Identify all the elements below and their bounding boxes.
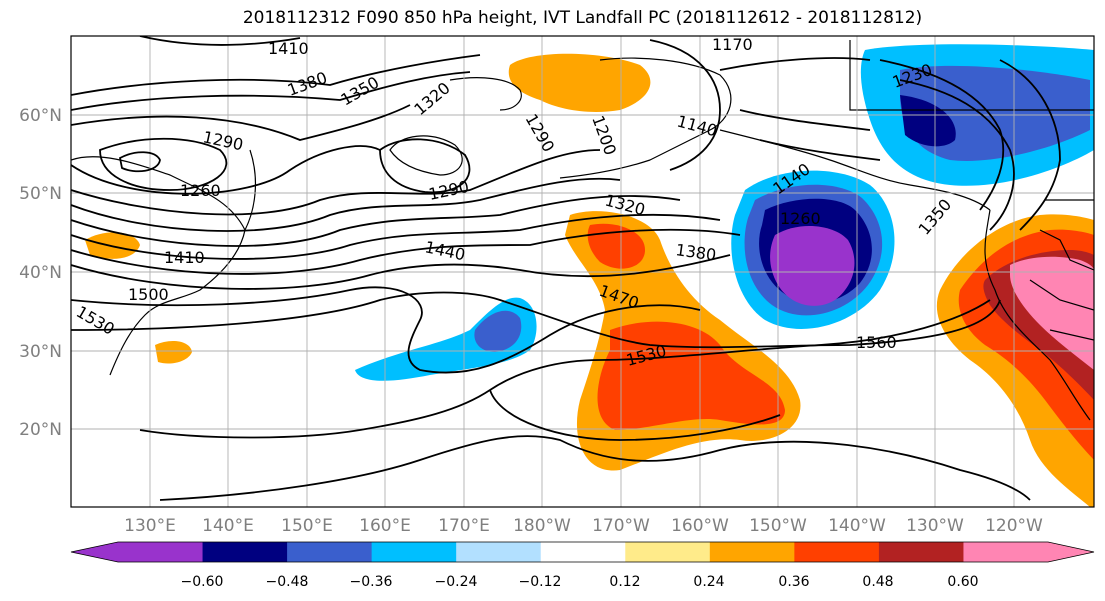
colorbar-tick-label: 0.60	[947, 574, 978, 590]
contour-label: 1320	[410, 78, 453, 119]
colorbar-tick-label: −0.36	[350, 574, 393, 590]
lat-label: 30°N	[19, 342, 62, 362]
colorbar-segment	[202, 542, 288, 562]
colorbar-tick-label: 0.36	[778, 574, 809, 590]
colorbar-extend-high	[1048, 542, 1094, 562]
lat-label: 60°N	[19, 106, 62, 126]
lon-label: 120°W	[985, 516, 1043, 536]
contour-label: 1260	[780, 209, 821, 228]
lon-label: 160°E	[359, 516, 411, 536]
colorbar-segment	[540, 542, 626, 562]
colorbar-tick-label: −0.24	[435, 574, 478, 590]
colorbar-tick-labels: −0.60 −0.48 −0.36 −0.24 −0.12 0.12 0.24 …	[181, 574, 979, 590]
longitude-labels: 130°E 140°E 150°E 160°E 170°E 180°W 170°…	[124, 516, 1043, 536]
colorbar-tick-label: 0.48	[862, 574, 893, 590]
height-contours	[71, 36, 1061, 501]
coastlines	[71, 40, 1094, 421]
contour-label: 1560	[856, 333, 897, 352]
lon-label: 130°W	[906, 516, 964, 536]
lat-label: 40°N	[19, 263, 62, 283]
contour-label: 1500	[128, 285, 169, 304]
contour-label: 1290	[522, 111, 559, 156]
contour-label: 1410	[164, 248, 205, 267]
lon-label: 170°E	[438, 516, 490, 536]
contour-label: 1350	[338, 73, 383, 110]
colorbar-outline	[70, 541, 1095, 563]
lon-label: 180°W	[513, 516, 571, 536]
colorbar-segment	[625, 542, 711, 562]
contour-label: 1170	[712, 35, 753, 54]
contour-label: 1440	[423, 237, 467, 264]
lon-label: 150°E	[281, 516, 333, 536]
colorbar-tick-label: −0.60	[181, 574, 224, 590]
colorbar-segment	[878, 542, 964, 562]
gridlines	[71, 36, 1094, 507]
colorbar-segment	[963, 542, 1049, 562]
colorbar-segment	[709, 542, 795, 562]
contour-label: 1410	[268, 39, 309, 58]
colorbar-segment	[118, 542, 204, 562]
colorbar-segment	[794, 542, 880, 562]
colorbar-segment	[371, 542, 457, 562]
contour-label: 1260	[180, 181, 221, 200]
lon-label: 160°W	[671, 516, 729, 536]
lat-label: 20°N	[19, 420, 62, 440]
colorbar-tick-label: 0.24	[693, 574, 724, 590]
colorbar-tick-label: −0.48	[266, 574, 309, 590]
lon-label: 130°E	[124, 516, 176, 536]
ivt-shading	[85, 44, 1094, 507]
colorbar-extend-low	[71, 542, 118, 562]
lon-label: 150°W	[749, 516, 807, 536]
map-title: 2018112312 F090 850 hPa height, IVT Land…	[242, 8, 923, 28]
colorbar-segment	[287, 542, 373, 562]
latitude-labels: 60°N 50°N 40°N 30°N 20°N	[19, 106, 62, 440]
contour-label: 1530	[73, 302, 118, 339]
colorbar-tick-label: −0.12	[519, 574, 562, 590]
contour-label: 1290	[201, 127, 245, 154]
lon-label: 140°W	[828, 516, 886, 536]
colorbar-segment	[456, 542, 542, 562]
map-frame	[70, 35, 1095, 508]
lon-label: 170°W	[592, 516, 650, 536]
colorbar-tick-label: 0.12	[609, 574, 640, 590]
lon-label: 140°E	[202, 516, 254, 536]
contour-label: 1380	[674, 240, 717, 264]
lat-label: 50°N	[19, 184, 62, 204]
colorbar	[70, 541, 1095, 563]
map-plot-area: 1410 1380 1350 1320 1290 1260 1410 1500 …	[71, 35, 1094, 507]
